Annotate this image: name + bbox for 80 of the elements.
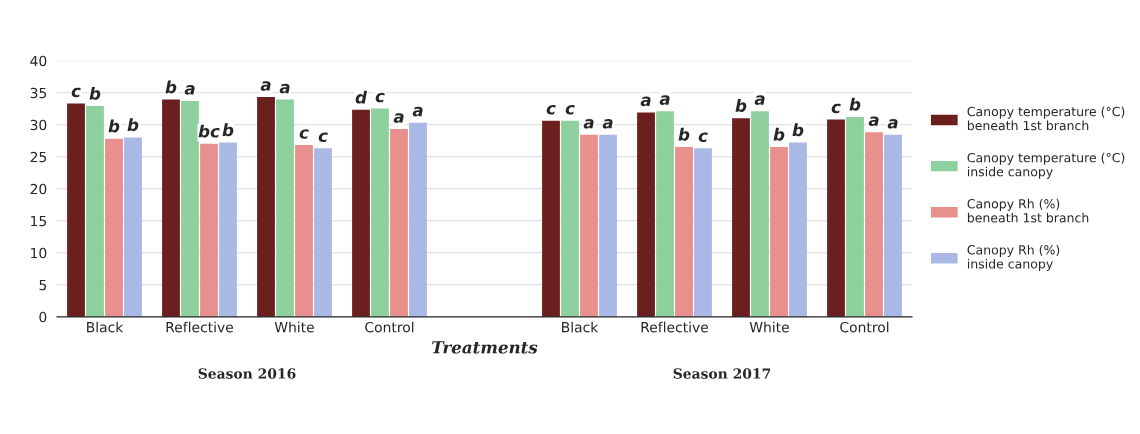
data-label: c <box>375 92 385 103</box>
bar <box>295 145 313 317</box>
bar <box>67 103 85 317</box>
data-label: a <box>887 119 898 129</box>
data-label: a <box>583 119 594 129</box>
data-label: c <box>565 104 575 115</box>
y-tick-label: 0 <box>39 311 47 323</box>
data-label: b <box>773 127 785 141</box>
bar <box>865 132 883 317</box>
data-label: a <box>640 96 651 107</box>
y-tick-label: 10 <box>31 247 47 259</box>
data-label: a <box>393 113 404 123</box>
data-label: a <box>602 119 613 129</box>
bar <box>219 142 237 317</box>
data-label: c <box>318 132 328 143</box>
data-label: b <box>127 118 139 132</box>
data-label: b <box>849 97 861 111</box>
x-tick-label: Control <box>365 321 414 333</box>
bar <box>694 148 712 317</box>
bar <box>599 134 617 317</box>
bar <box>352 109 370 317</box>
y-tick-label: 30 <box>30 119 47 131</box>
bar <box>656 111 674 317</box>
data-label: b <box>735 99 747 112</box>
y-tick-label: 20 <box>30 183 47 195</box>
bar <box>124 137 142 317</box>
x-tick-label: White <box>274 321 314 333</box>
y-tick-label: 35 <box>30 87 47 99</box>
bar <box>314 148 332 317</box>
data-label: a <box>184 85 195 95</box>
data-label: b <box>678 127 690 141</box>
bar <box>751 111 769 317</box>
y-tick-label: 5 <box>39 279 47 291</box>
bar <box>580 134 598 317</box>
legend-label: Canopy temperature (°C) inside canopy <box>967 152 1125 179</box>
x-tick-label: White <box>749 321 789 333</box>
data-label: b <box>792 123 804 137</box>
x-tick-label: Black <box>562 321 599 333</box>
bar <box>181 100 199 317</box>
data-label: c <box>299 129 309 139</box>
data-label: a <box>260 81 271 91</box>
y-tick-label: 15 <box>31 215 47 227</box>
data-label: bc <box>198 124 220 138</box>
y-tick-label: 25 <box>30 151 47 163</box>
data-label: b <box>89 86 101 100</box>
data-label: a <box>868 116 879 127</box>
legend-label: Canopy temperature (°C) beneath 1st branch <box>967 106 1125 131</box>
x-tick-label: Black <box>87 321 124 333</box>
data-label: a <box>754 95 765 105</box>
bar <box>884 134 902 317</box>
data-label: c <box>831 103 841 114</box>
data-label: a <box>412 106 423 117</box>
x-tick-label: Reflective <box>166 321 234 333</box>
bar <box>162 99 180 317</box>
data-label: a <box>279 83 290 94</box>
data-label: c <box>546 104 556 115</box>
bar <box>789 142 807 317</box>
x-tick-label: Reflective <box>641 321 709 333</box>
bar <box>105 138 123 317</box>
legend-label: Canopy Rh (%) inside canopy <box>967 244 1060 271</box>
bar <box>276 99 294 317</box>
bar <box>257 97 275 317</box>
data-label: a <box>659 95 670 105</box>
bar <box>371 108 389 317</box>
y-tick-label: 40 <box>30 55 47 67</box>
data-label: d <box>355 90 368 104</box>
data-label: c <box>698 132 708 143</box>
data-label: b <box>108 119 120 133</box>
text: Season 2017 <box>673 368 771 379</box>
bar <box>86 106 104 317</box>
bar <box>732 118 750 317</box>
bar <box>390 129 408 317</box>
legend-label: Canopy Rh (%) beneath 1st branch <box>967 198 1089 223</box>
x-axis-title: Treatments <box>432 341 538 354</box>
bar <box>637 112 655 317</box>
data-label: b <box>222 123 234 137</box>
x-tick-label: Control <box>840 321 889 333</box>
text: Season 2016 <box>198 368 296 379</box>
data-label: b <box>165 80 177 94</box>
data-label: c <box>71 87 81 98</box>
